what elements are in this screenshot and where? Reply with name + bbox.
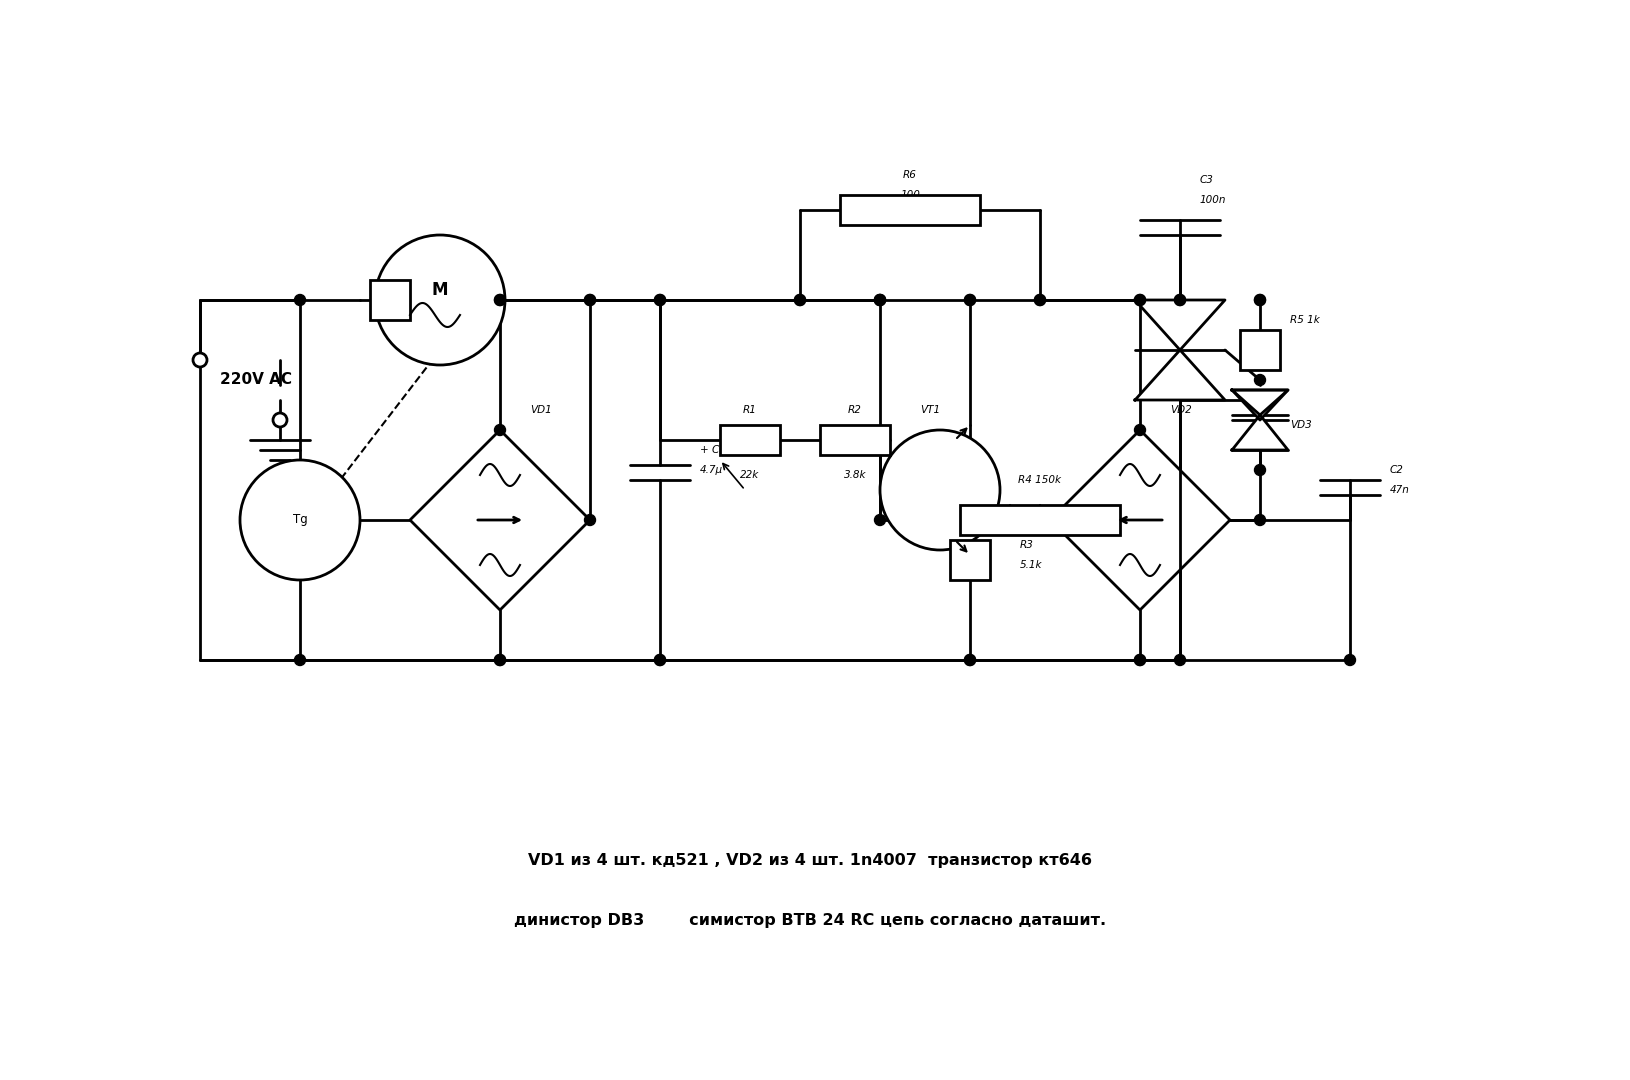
Circle shape (655, 295, 665, 306)
Circle shape (494, 424, 505, 435)
Circle shape (1035, 295, 1045, 306)
Circle shape (1175, 654, 1185, 665)
Circle shape (1255, 464, 1265, 475)
Circle shape (1175, 295, 1185, 306)
Circle shape (1255, 375, 1265, 386)
Polygon shape (1050, 430, 1231, 610)
Text: R5 1k: R5 1k (1289, 315, 1320, 325)
Circle shape (794, 295, 805, 306)
Circle shape (875, 295, 885, 306)
Circle shape (585, 295, 595, 306)
Text: 100: 100 (900, 190, 919, 200)
Circle shape (880, 430, 999, 550)
Polygon shape (411, 430, 590, 610)
Circle shape (1134, 654, 1146, 665)
Circle shape (1345, 654, 1356, 665)
Circle shape (1134, 424, 1146, 435)
Circle shape (375, 235, 505, 365)
Circle shape (875, 295, 885, 306)
Polygon shape (1134, 300, 1226, 350)
Text: 47n: 47n (1390, 485, 1410, 495)
Bar (820, 426, 890, 455)
Circle shape (494, 654, 505, 665)
Polygon shape (1134, 350, 1226, 400)
Circle shape (655, 295, 665, 306)
Circle shape (1134, 654, 1146, 665)
Text: VD1: VD1 (530, 405, 551, 415)
Circle shape (875, 514, 885, 526)
Circle shape (1175, 295, 1185, 306)
Circle shape (965, 654, 975, 665)
Bar (960, 505, 1120, 535)
Text: R2: R2 (848, 405, 862, 415)
Bar (370, 280, 411, 320)
Bar (720, 426, 781, 455)
Circle shape (585, 295, 595, 306)
Text: C2: C2 (1390, 465, 1403, 475)
Circle shape (494, 295, 505, 306)
Bar (950, 540, 989, 580)
Text: 22k: 22k (740, 470, 760, 480)
Circle shape (585, 514, 595, 526)
Circle shape (1035, 295, 1045, 306)
Text: 4.7μ: 4.7μ (699, 465, 724, 475)
Polygon shape (1232, 390, 1288, 415)
Circle shape (655, 654, 665, 665)
Circle shape (272, 413, 287, 427)
Text: C3: C3 (1200, 175, 1214, 185)
Circle shape (965, 654, 975, 665)
Circle shape (655, 654, 665, 665)
Text: 100n: 100n (1200, 195, 1226, 205)
Circle shape (965, 295, 975, 306)
Circle shape (1134, 295, 1146, 306)
Text: R1: R1 (743, 405, 756, 415)
Text: 3.8k: 3.8k (844, 470, 866, 480)
Bar (1240, 330, 1280, 370)
Text: VD3: VD3 (1289, 420, 1312, 430)
Circle shape (494, 654, 505, 665)
Text: + C1: + C1 (699, 445, 725, 455)
Circle shape (965, 295, 975, 306)
Circle shape (295, 295, 305, 306)
Circle shape (494, 295, 505, 306)
Text: 220V AC: 220V AC (220, 373, 292, 388)
Text: R3: R3 (1020, 540, 1033, 550)
Circle shape (240, 460, 360, 580)
Circle shape (1255, 295, 1265, 306)
Text: VD2: VD2 (1170, 405, 1192, 415)
Circle shape (794, 295, 805, 306)
Circle shape (1134, 295, 1146, 306)
Text: M: M (432, 281, 448, 299)
Text: динистор DB3        симистор ВТВ 24 RC цепь согласно даташит.: динистор DB3 симистор ВТВ 24 RC цепь сог… (513, 913, 1107, 928)
Circle shape (1255, 514, 1265, 526)
Text: R6: R6 (903, 170, 918, 180)
Bar (839, 195, 980, 225)
Circle shape (295, 654, 305, 665)
Text: R4 150k: R4 150k (1019, 475, 1061, 485)
Circle shape (192, 353, 207, 367)
Polygon shape (1232, 415, 1288, 450)
Text: 5.1k: 5.1k (1020, 561, 1043, 570)
Circle shape (875, 295, 885, 306)
Polygon shape (1232, 390, 1288, 420)
Circle shape (1255, 295, 1265, 306)
Text: VT1: VT1 (919, 405, 941, 415)
Text: VD1 из 4 шт. кд521 , VD2 из 4 шт. 1n4007  транзистор кт646: VD1 из 4 шт. кд521 , VD2 из 4 шт. 1n4007… (528, 852, 1092, 867)
Text: Tg: Tg (293, 513, 308, 526)
